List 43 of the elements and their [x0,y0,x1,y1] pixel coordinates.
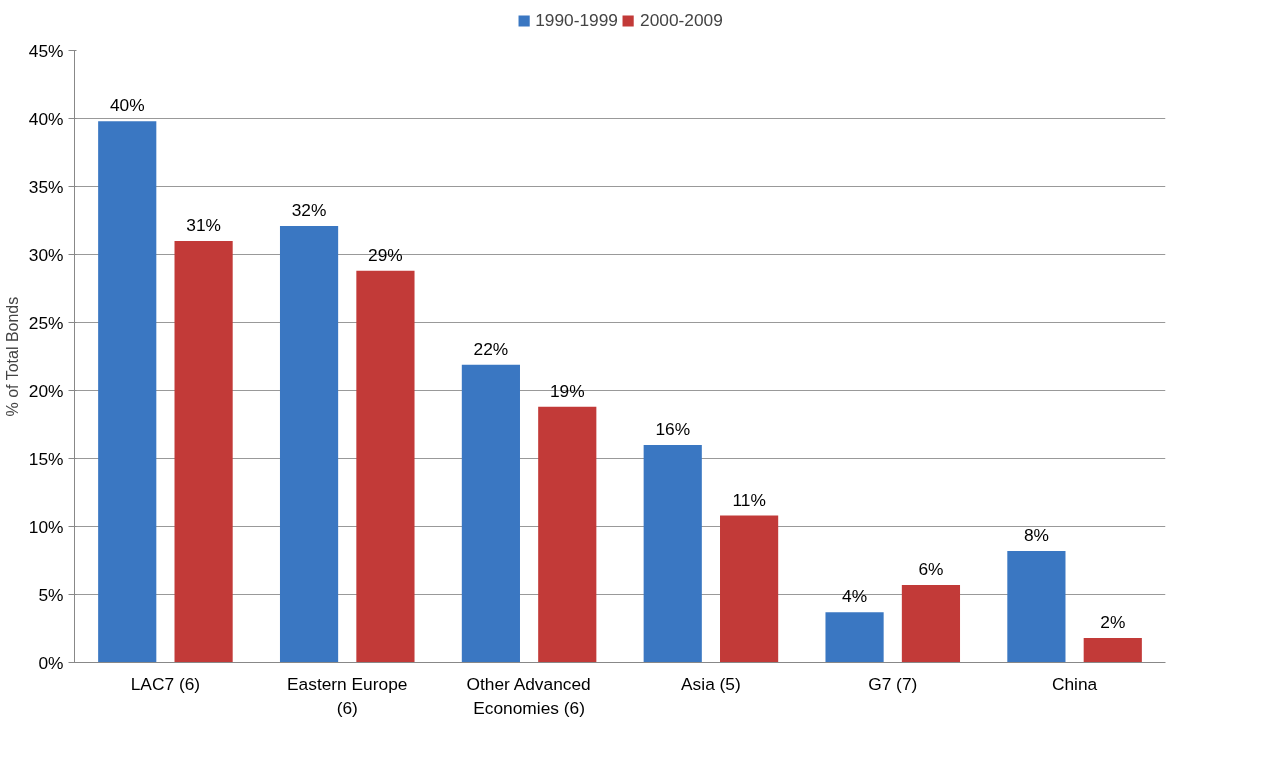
bar [538,406,597,663]
x-tick-label: LAC7 (6) [130,673,201,694]
y-tick-label: 25% [28,312,64,333]
y-tick-label: 45% [28,40,64,61]
y-tick-label: 30% [28,244,64,265]
bar [461,364,520,663]
bar [356,270,415,663]
y-tick-label: 15% [28,448,64,469]
bar [643,444,702,663]
x-tick-label: China [1051,673,1098,694]
data-label: 16% [655,418,691,439]
x-tick-label: Eastern Europe (6) [287,673,408,718]
bar [174,240,233,663]
bar [1083,638,1142,663]
bar [720,515,779,663]
y-tick-label: 35% [28,176,64,197]
y-tick-label: 0% [38,652,64,673]
y-tick-label: 10% [28,516,64,537]
data-label: 22% [473,338,509,359]
x-tick-label: Asia (5) [681,673,741,694]
bar [825,612,884,663]
data-label: 32% [291,199,327,220]
data-label: 4% [842,586,868,607]
bar [279,225,339,663]
x-tick-label: G7 (7) [868,673,918,694]
data-label: 2% [1100,612,1126,633]
data-label: 19% [549,380,585,401]
x-tick-label: Other Advanced Economies (6) [466,673,591,718]
bar [1007,550,1066,663]
legend-label: 1990-1999 [535,9,618,31]
data-label: 40% [109,95,145,116]
y-tick-label: 20% [28,380,64,401]
data-label: 11% [732,489,766,510]
data-label: 29% [368,244,403,265]
data-label: 8% [1023,524,1049,545]
y-axis-title: % of Total Bonds [3,296,21,417]
bar [901,584,961,663]
legend-label: 2000-2009 [640,9,723,31]
bar [98,121,157,663]
y-tick-label: 40% [28,108,64,129]
y-tick-label: 5% [38,584,64,605]
data-label: 31% [186,214,221,235]
data-label: 6% [918,558,944,579]
